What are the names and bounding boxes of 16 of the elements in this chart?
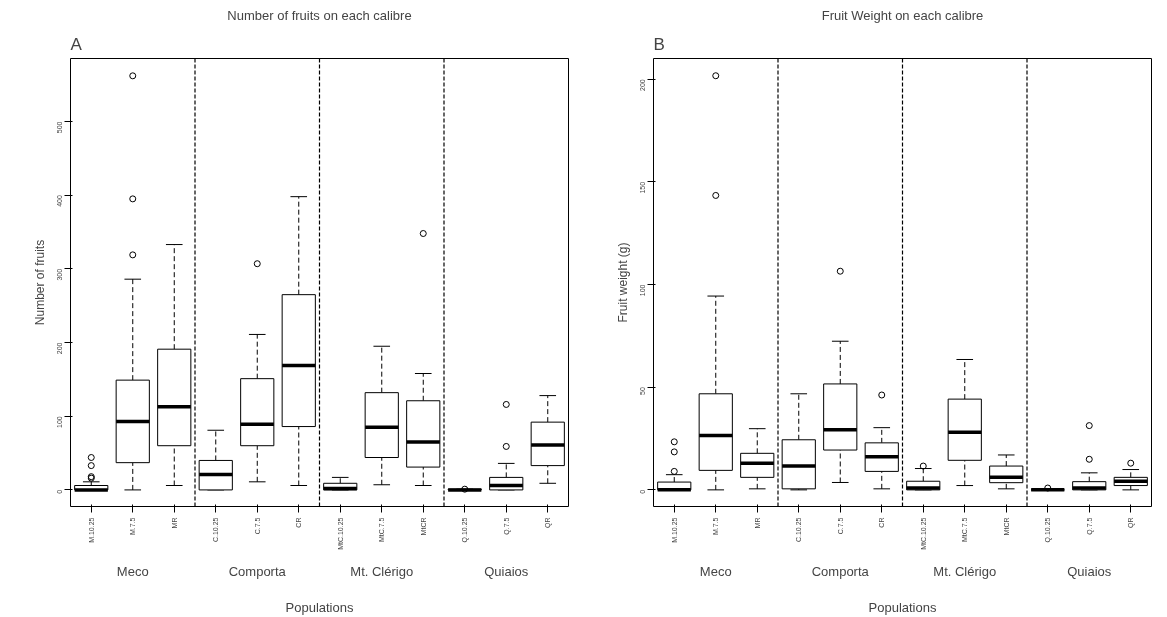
y-axis-title: Fruit weight (g) <box>615 242 630 323</box>
text: A <box>70 34 83 54</box>
x-axis-title: Populations <box>868 599 937 615</box>
text: Mt. Clérigo <box>933 563 997 579</box>
text: B <box>653 34 665 54</box>
x-axis-title: Populations <box>285 599 354 615</box>
y-axis-title: Number of fruits <box>32 239 47 326</box>
chart-title: Fruit Weight on each calibre <box>821 7 984 23</box>
text: Quiaios <box>484 563 529 579</box>
text: Comporta <box>811 563 870 579</box>
text: Mt. Clérigo <box>350 563 414 579</box>
chart-title: Number of fruits on each calibre <box>227 7 412 23</box>
text: Comporta <box>228 563 287 579</box>
text: Meco <box>699 563 732 579</box>
text: Meco <box>116 563 149 579</box>
text: Quiaios <box>1067 563 1112 579</box>
